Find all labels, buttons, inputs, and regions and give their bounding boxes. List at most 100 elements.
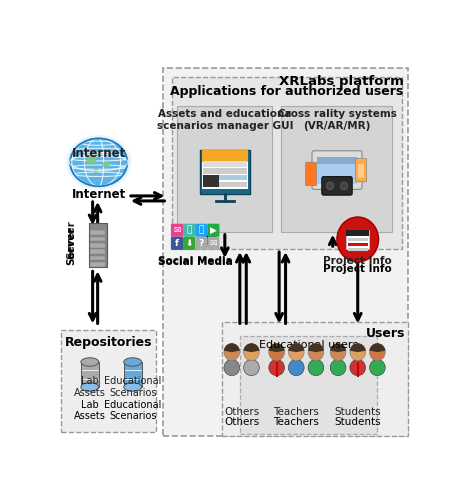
Ellipse shape <box>289 360 304 376</box>
Ellipse shape <box>269 360 284 376</box>
FancyBboxPatch shape <box>177 106 272 232</box>
Text: Project Info: Project Info <box>323 256 392 266</box>
Text: ✉: ✉ <box>210 239 217 248</box>
Wedge shape <box>288 343 304 352</box>
FancyBboxPatch shape <box>207 237 219 250</box>
FancyBboxPatch shape <box>312 151 362 189</box>
Wedge shape <box>369 343 385 352</box>
FancyBboxPatch shape <box>163 68 408 436</box>
Bar <box>81 362 99 387</box>
Text: Students: Students <box>334 407 381 417</box>
Ellipse shape <box>224 360 240 376</box>
Circle shape <box>103 250 105 253</box>
Circle shape <box>103 257 105 259</box>
FancyBboxPatch shape <box>207 223 219 237</box>
Circle shape <box>337 217 378 262</box>
Ellipse shape <box>81 383 99 391</box>
Ellipse shape <box>66 135 131 190</box>
Text: Teachers: Teachers <box>273 407 319 417</box>
Text: Social Media: Social Media <box>158 257 232 267</box>
Ellipse shape <box>68 136 130 188</box>
Ellipse shape <box>370 360 385 376</box>
Text: 📞: 📞 <box>186 226 192 235</box>
Circle shape <box>224 344 240 361</box>
Circle shape <box>103 244 105 246</box>
Bar <box>124 362 142 387</box>
Text: Server: Server <box>66 226 76 265</box>
Text: Lab
Assets: Lab Assets <box>74 400 106 421</box>
Bar <box>201 151 248 189</box>
Bar <box>348 248 367 251</box>
Text: Project Info: Project Info <box>323 264 392 274</box>
Text: Applications for authorized users: Applications for authorized users <box>171 85 404 98</box>
Bar <box>346 230 369 235</box>
Ellipse shape <box>350 360 366 376</box>
Bar <box>359 164 364 177</box>
Bar <box>203 161 247 167</box>
Circle shape <box>308 344 324 361</box>
Ellipse shape <box>103 162 109 168</box>
FancyBboxPatch shape <box>195 237 207 250</box>
Wedge shape <box>224 343 240 352</box>
FancyBboxPatch shape <box>171 223 183 237</box>
Text: Educational users: Educational users <box>259 340 358 350</box>
Ellipse shape <box>93 168 99 173</box>
Wedge shape <box>268 343 285 352</box>
Circle shape <box>370 344 385 361</box>
Wedge shape <box>243 343 260 352</box>
Bar <box>90 243 106 247</box>
Bar <box>90 230 106 235</box>
Ellipse shape <box>81 358 99 366</box>
Text: Internet: Internet <box>71 147 126 160</box>
Circle shape <box>103 238 105 240</box>
Text: ⬇: ⬇ <box>185 239 193 248</box>
Bar <box>90 237 106 241</box>
Ellipse shape <box>87 155 97 165</box>
Circle shape <box>103 263 105 266</box>
Bar <box>317 157 357 164</box>
Text: Server: Server <box>66 220 76 259</box>
Circle shape <box>243 344 259 361</box>
Text: ?: ? <box>199 239 204 248</box>
FancyBboxPatch shape <box>89 223 106 268</box>
Circle shape <box>289 344 304 361</box>
Bar <box>317 157 357 183</box>
FancyBboxPatch shape <box>195 223 207 237</box>
Ellipse shape <box>308 360 324 376</box>
Ellipse shape <box>124 358 142 366</box>
Bar <box>201 150 248 162</box>
Text: Teachers: Teachers <box>273 417 319 427</box>
Circle shape <box>330 344 346 361</box>
FancyBboxPatch shape <box>183 223 195 237</box>
Bar <box>90 249 106 254</box>
Text: Social Media: Social Media <box>158 256 232 266</box>
FancyBboxPatch shape <box>322 177 352 195</box>
Text: Internet: Internet <box>71 188 126 201</box>
Text: Others: Others <box>224 407 259 417</box>
Wedge shape <box>308 343 324 352</box>
Wedge shape <box>330 343 346 352</box>
Bar <box>90 262 106 267</box>
Text: Students: Students <box>334 417 381 427</box>
FancyBboxPatch shape <box>172 78 402 249</box>
FancyBboxPatch shape <box>222 323 408 436</box>
Text: Others: Others <box>224 417 259 427</box>
FancyBboxPatch shape <box>171 237 183 250</box>
Text: ✉: ✉ <box>173 226 181 235</box>
Bar <box>203 168 247 173</box>
Ellipse shape <box>330 360 346 376</box>
Bar <box>348 243 367 246</box>
Bar <box>348 238 367 241</box>
Bar <box>203 182 247 187</box>
Text: XRLabs platform: XRLabs platform <box>279 75 404 88</box>
Text: Lab
Assets: Lab Assets <box>74 376 106 398</box>
FancyBboxPatch shape <box>61 330 156 432</box>
Ellipse shape <box>124 383 142 391</box>
Text: f: f <box>175 239 179 248</box>
Text: Users: Users <box>366 327 405 340</box>
Bar <box>90 256 106 260</box>
Wedge shape <box>349 343 366 352</box>
FancyBboxPatch shape <box>183 237 195 250</box>
Text: 🐦: 🐦 <box>199 226 204 235</box>
FancyBboxPatch shape <box>355 158 366 182</box>
